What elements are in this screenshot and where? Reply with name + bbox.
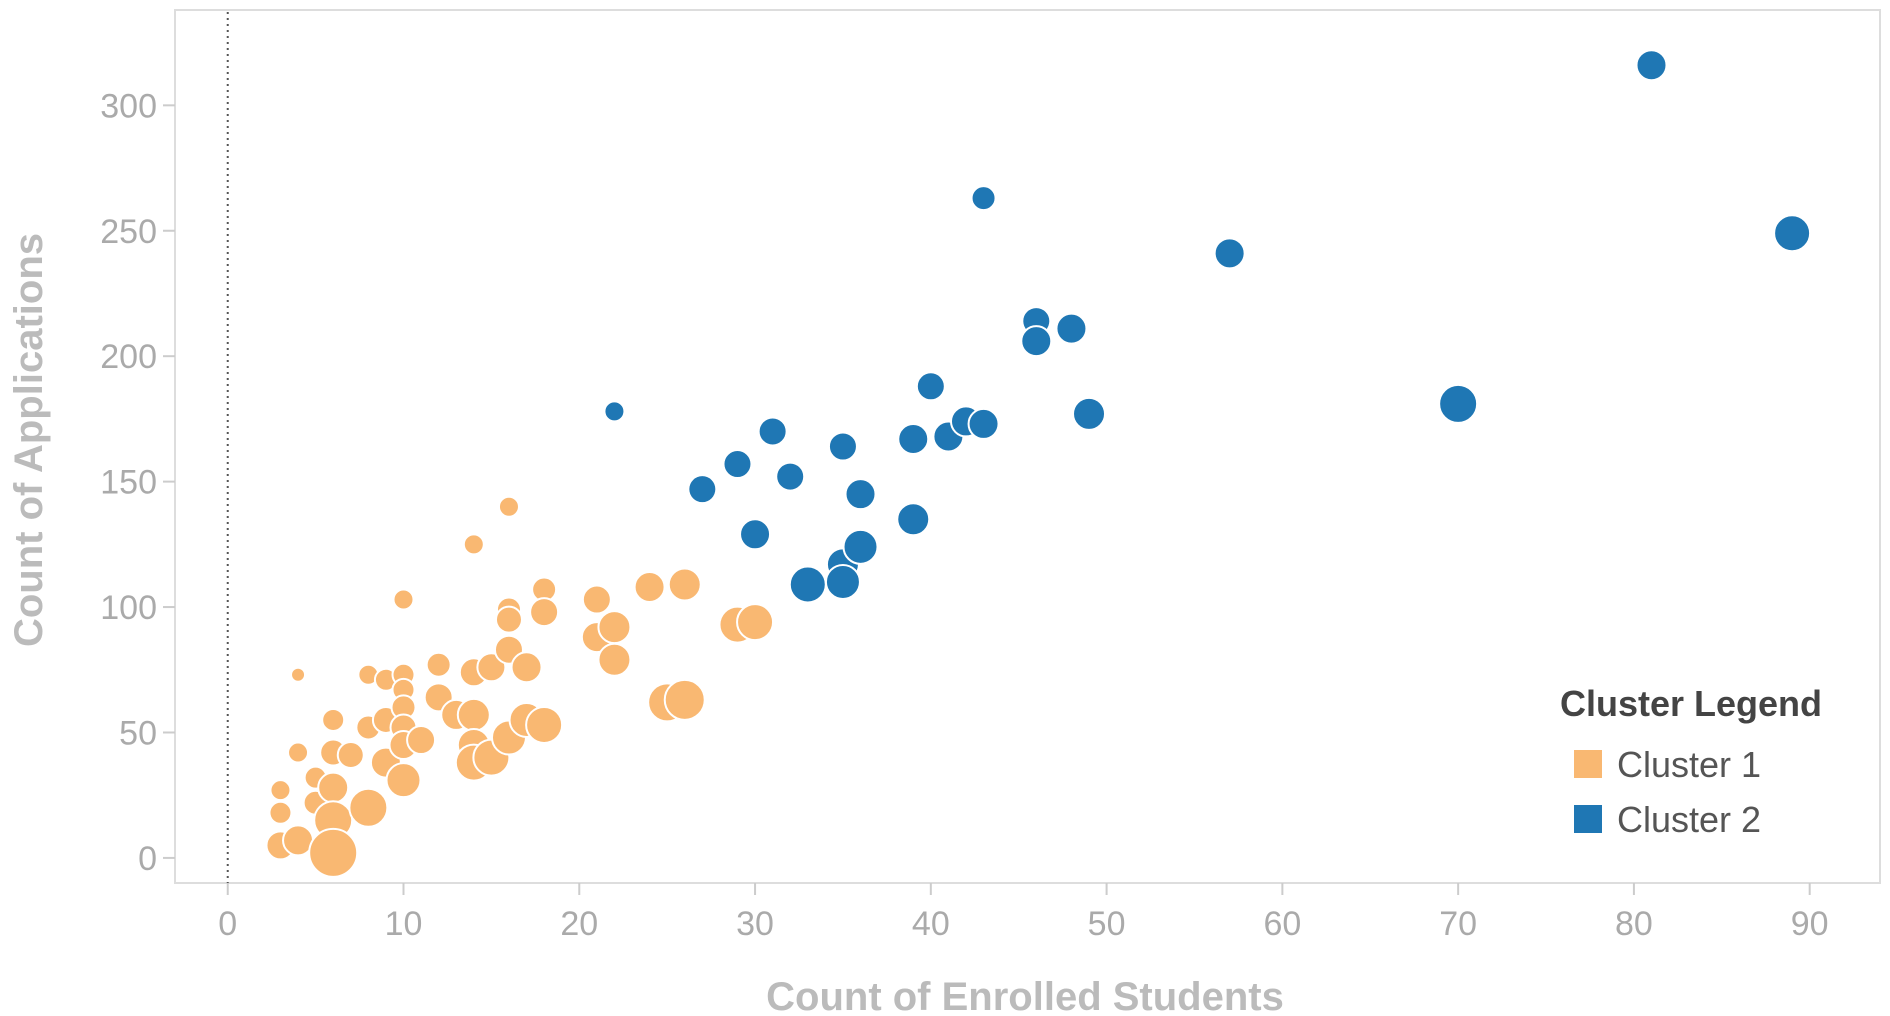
data-point-cluster-1 — [497, 495, 520, 518]
data-point-cluster-2 — [844, 478, 877, 511]
data-point-cluster-1 — [321, 707, 346, 732]
data-point-cluster-2 — [1213, 237, 1246, 270]
data-point-cluster-2 — [775, 461, 806, 492]
legend-swatch-cluster-2 — [1574, 805, 1602, 833]
y-tick-label: 300 — [100, 87, 157, 125]
data-point-cluster-1 — [290, 666, 307, 683]
data-point-cluster-2 — [1055, 312, 1088, 345]
data-point-cluster-1 — [317, 771, 350, 804]
data-point-cluster-2 — [788, 565, 827, 604]
x-tick-label: 0 — [218, 905, 237, 943]
legend-title: Cluster Legend — [1560, 683, 1822, 724]
data-point-cluster-1 — [597, 642, 632, 677]
data-point-cluster-2 — [897, 422, 930, 455]
x-tick-label: 70 — [1439, 905, 1477, 943]
data-point-cluster-2 — [722, 449, 753, 480]
x-tick-label: 80 — [1615, 905, 1653, 943]
data-point-cluster-2 — [1072, 396, 1107, 431]
data-point-cluster-2 — [1020, 325, 1053, 358]
x-tick-label: 30 — [736, 905, 774, 943]
data-point-cluster-1 — [425, 651, 452, 678]
x-tick-label: 10 — [385, 905, 423, 943]
x-axis-ticks: 0 10 20 30 40 50 60 70 80 90 — [218, 883, 1829, 943]
data-point-cluster-2 — [842, 528, 879, 565]
data-point-cluster-2 — [687, 474, 718, 505]
data-point-cluster-1 — [581, 584, 612, 615]
data-point-cluster-2 — [603, 400, 626, 423]
data-point-cluster-1 — [633, 570, 666, 603]
x-tick-label: 20 — [560, 905, 598, 943]
data-point-cluster-1 — [736, 603, 775, 642]
x-tick-label: 90 — [1791, 905, 1829, 943]
data-point-cluster-2 — [827, 431, 858, 462]
legend-label-cluster-2: Cluster 2 — [1617, 799, 1761, 840]
data-point-cluster-1 — [385, 762, 422, 799]
data-point-cluster-2 — [967, 407, 1000, 440]
y-tick-label: 250 — [100, 213, 157, 251]
data-points — [265, 49, 1812, 878]
y-tick-label: 200 — [100, 338, 157, 376]
data-point-cluster-1 — [462, 533, 485, 556]
data-point-cluster-1 — [510, 651, 543, 684]
data-point-cluster-2 — [739, 518, 772, 551]
data-point-cluster-2 — [824, 563, 861, 600]
data-point-cluster-1 — [336, 741, 365, 770]
data-point-cluster-2 — [1438, 383, 1479, 424]
x-tick-label: 40 — [912, 905, 950, 943]
y-tick-label: 50 — [119, 714, 157, 752]
y-axis-title: Count of Applications — [7, 233, 51, 647]
y-tick-label: 0 — [138, 840, 157, 878]
legend-label-cluster-1: Cluster 1 — [1617, 744, 1761, 785]
data-point-cluster-1 — [348, 787, 389, 828]
data-point-cluster-1 — [529, 597, 560, 628]
data-point-cluster-1 — [525, 705, 564, 744]
data-point-cluster-1 — [663, 678, 706, 721]
data-point-cluster-2 — [1635, 49, 1668, 82]
y-axis-ticks: 0 50 100 150 200 250 300 — [100, 87, 175, 878]
legend: Cluster Legend Cluster 1 Cluster 2 — [1560, 683, 1822, 840]
data-point-cluster-2 — [896, 502, 931, 537]
data-point-cluster-2 — [1773, 214, 1812, 253]
y-tick-label: 100 — [100, 589, 157, 627]
data-point-cluster-1 — [269, 779, 292, 802]
x-tick-label: 60 — [1263, 905, 1301, 943]
data-point-cluster-1 — [392, 588, 415, 611]
data-point-cluster-1 — [287, 741, 310, 764]
data-point-cluster-1 — [308, 827, 359, 878]
legend-swatch-cluster-1 — [1574, 750, 1602, 778]
y-tick-label: 150 — [100, 464, 157, 502]
data-point-cluster-1 — [268, 800, 293, 825]
data-point-cluster-2 — [757, 416, 788, 447]
x-axis-title: Count of Enrolled Students — [766, 975, 1284, 1016]
data-point-cluster-2 — [970, 185, 997, 212]
data-point-cluster-1 — [667, 567, 702, 602]
data-point-cluster-1 — [494, 605, 523, 634]
data-point-cluster-1 — [456, 697, 491, 732]
data-point-cluster-2 — [915, 371, 946, 402]
data-point-cluster-1 — [406, 725, 437, 756]
data-point-cluster-1 — [597, 610, 632, 645]
x-tick-label: 50 — [1088, 905, 1126, 943]
